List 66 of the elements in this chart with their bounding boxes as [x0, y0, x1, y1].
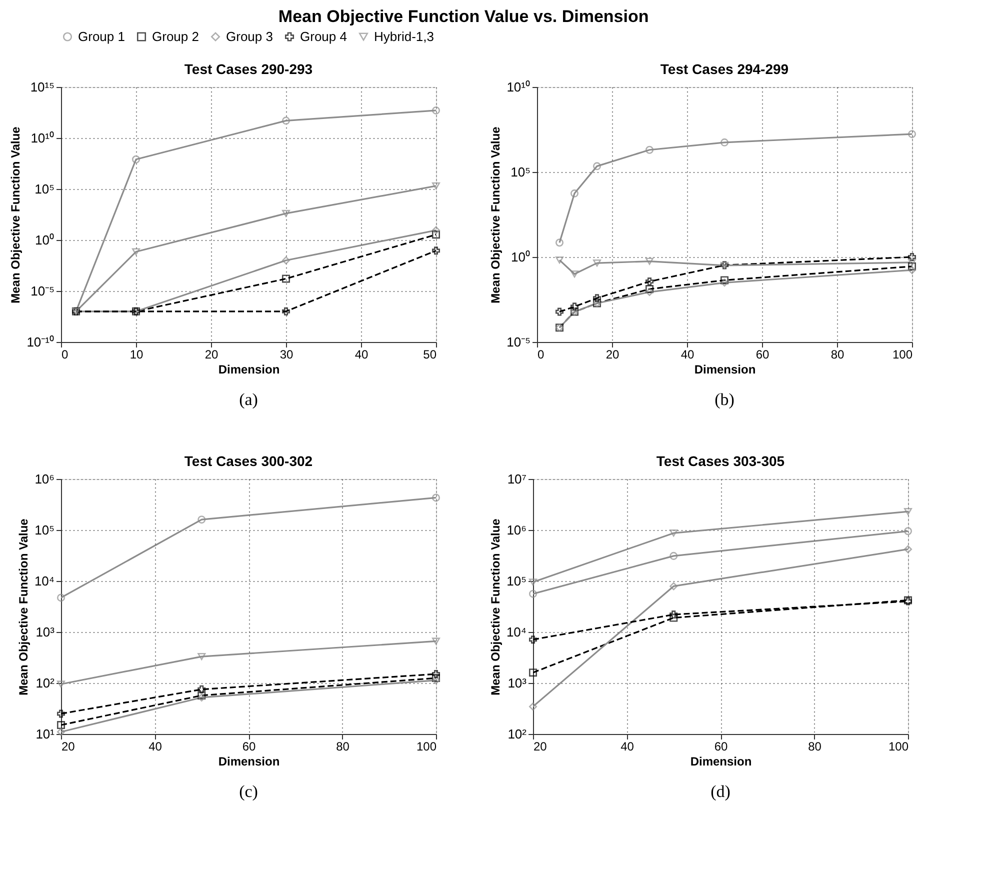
y-axis-title: Mean Objective Function Value — [488, 518, 502, 696]
y-tick-label: 10³ — [508, 676, 528, 690]
y-tick-label: 10² — [36, 676, 56, 690]
x-tick-label: 100 — [416, 740, 437, 754]
y-tick-label: 10³ — [36, 624, 56, 640]
x-tick-label: 40 — [680, 348, 694, 362]
x-tick-label: 20 — [534, 740, 548, 754]
x-tick-label: 80 — [808, 740, 822, 754]
chart-title: Test Cases 300-302 — [184, 453, 313, 469]
y-tick-label: 10⁻¹⁰ — [26, 334, 54, 350]
y-tick-label: 10⁻⁵ — [30, 284, 54, 298]
y-axis-title: Mean Objective Function Value — [488, 126, 503, 304]
y-tick-label: 10⁰ — [35, 232, 54, 248]
y-tick-label: 10¹⁰ — [506, 80, 530, 94]
x-tick-label: 0 — [62, 348, 68, 362]
x-tick-label: 60 — [714, 740, 728, 754]
chart-title: Test Cases 303-305 — [656, 453, 785, 469]
text: (a) — [239, 390, 258, 409]
y-tick-label: 10⁵ — [34, 522, 54, 538]
x-axis-title: Dimension — [218, 754, 280, 768]
chart-title: Test Cases 290-293 — [184, 61, 313, 77]
x-tick-label: 20 — [204, 348, 218, 362]
x-tick-label: 20 — [606, 348, 620, 362]
x-tick-label: 80 — [830, 348, 844, 362]
y-tick-label: 10⁰ — [511, 250, 530, 264]
x-axis-title: Dimension — [218, 362, 280, 376]
x-tick-label: 100 — [892, 348, 913, 362]
y-tick-label: 10² — [508, 726, 528, 742]
y-tick-label: 10¹⁰ — [30, 130, 54, 146]
text: (c) — [239, 782, 258, 801]
chart-title: Test Cases 294-299 — [660, 61, 789, 77]
y-tick-label: 10⁴ — [34, 574, 54, 588]
x-tick-label: 40 — [620, 740, 634, 754]
y-tick-label: 10⁵ — [510, 164, 530, 180]
x-tick-label: 100 — [888, 740, 909, 754]
legend-label: Group 4 — [300, 28, 347, 44]
x-tick-label: 0 — [538, 348, 544, 362]
y-tick-label: 10⁷ — [507, 472, 527, 486]
legend-label: Group 2 — [152, 28, 199, 44]
y-tick-label: 10⁶ — [34, 472, 54, 486]
y-tick-label: 10⁶ — [506, 522, 526, 538]
y-tick-label: 10⁴ — [506, 624, 526, 640]
text: (d) — [710, 782, 730, 801]
text: (b) — [714, 390, 734, 409]
x-tick-label: 50 — [423, 348, 437, 362]
y-tick-label: 10¹⁵ — [30, 80, 54, 94]
text: Mean Objective Function Value vs. Dimension — [278, 7, 649, 26]
y-tick-label: 10⁵ — [34, 182, 54, 196]
x-tick-label: 60 — [756, 348, 770, 362]
x-tick-label: 20 — [62, 740, 76, 754]
y-axis-title: Mean Objective Function Value — [16, 518, 30, 696]
x-tick-label: 40 — [148, 740, 162, 754]
x-tick-label: 60 — [242, 740, 256, 754]
x-tick-label: 10 — [130, 348, 144, 362]
x-tick-label: 40 — [354, 348, 368, 362]
x-tick-label: 30 — [280, 348, 294, 362]
legend-label: Group 1 — [78, 28, 125, 44]
x-axis-title: Dimension — [694, 362, 756, 376]
legend-label: Hybrid-1,3 — [374, 28, 434, 44]
x-axis-title: Dimension — [690, 754, 752, 768]
y-tick-label: 10¹ — [36, 726, 56, 742]
y-tick-label: 10⁵ — [506, 574, 526, 588]
legend-label: Group 3 — [226, 28, 273, 44]
y-axis-title: Mean Objective Function Value — [8, 126, 23, 304]
x-tick-label: 80 — [336, 740, 350, 754]
y-tick-label: 10⁻⁵ — [506, 334, 530, 350]
